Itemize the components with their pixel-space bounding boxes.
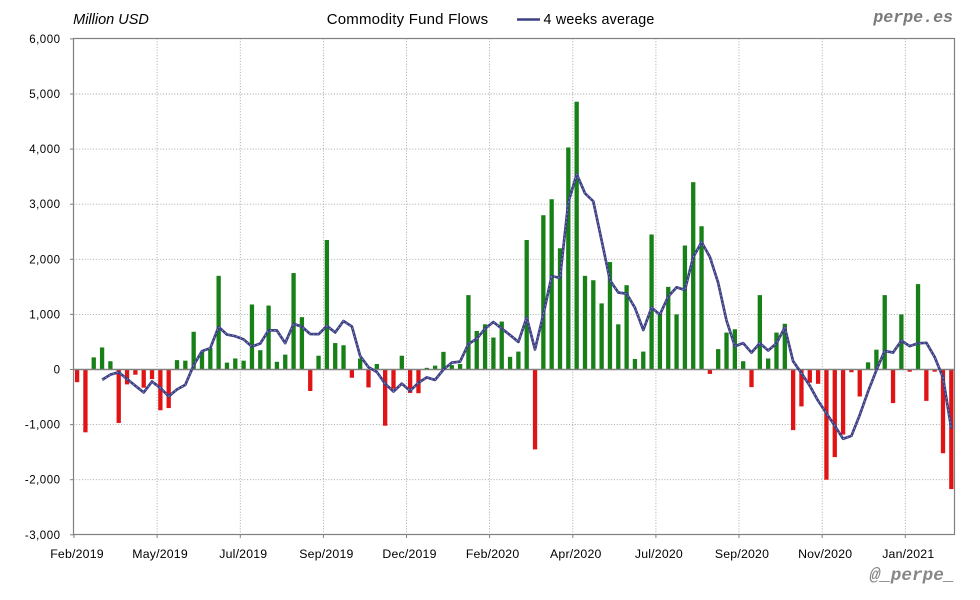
svg-text:@_perpe_: @_perpe_ — [870, 566, 955, 586]
svg-text:Jul/2019: Jul/2019 — [219, 547, 267, 561]
svg-text:-2,000: -2,000 — [25, 475, 61, 487]
svg-text:4,000: 4,000 — [29, 144, 60, 156]
svg-text:Sep/2020: Sep/2020 — [715, 547, 769, 561]
svg-text:Jul/2020: Jul/2020 — [635, 547, 683, 561]
svg-text:Apr/2020: Apr/2020 — [550, 547, 602, 561]
svg-text:3,000: 3,000 — [29, 199, 60, 211]
svg-text:Jan/2021: Jan/2021 — [882, 547, 934, 561]
svg-text:-1,000: -1,000 — [25, 420, 61, 432]
svg-text:6,000: 6,000 — [29, 34, 60, 46]
svg-text:Feb/2020: Feb/2020 — [466, 547, 520, 561]
svg-text:1,000: 1,000 — [29, 309, 60, 321]
svg-text:Commodity Fund Flows: Commodity Fund Flows — [327, 11, 489, 28]
svg-text:Million USD: Million USD — [73, 12, 149, 28]
svg-text:Feb/2019: Feb/2019 — [50, 547, 104, 561]
svg-text:Dec/2019: Dec/2019 — [382, 547, 436, 561]
svg-text:May/2019: May/2019 — [132, 547, 188, 561]
svg-text:-3,000: -3,000 — [25, 530, 61, 542]
svg-text:perpe.es: perpe.es — [872, 8, 953, 27]
svg-text:Sep/2019: Sep/2019 — [299, 547, 353, 561]
svg-text:0: 0 — [54, 365, 61, 377]
svg-text:2,000: 2,000 — [29, 254, 60, 266]
svg-text:5,000: 5,000 — [29, 89, 60, 101]
svg-text:4 weeks average: 4 weeks average — [544, 12, 655, 28]
svg-text:Nov/2020: Nov/2020 — [798, 547, 852, 561]
